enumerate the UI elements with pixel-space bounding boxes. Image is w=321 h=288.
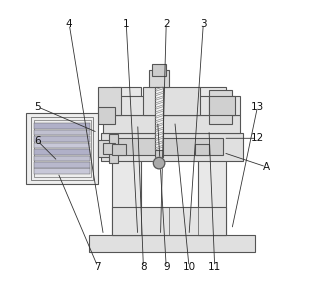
Bar — [112, 207, 226, 235]
Bar — [152, 64, 166, 75]
Bar — [195, 144, 209, 156]
Bar — [34, 120, 91, 177]
Bar — [143, 87, 200, 115]
Bar — [103, 143, 115, 154]
Text: 11: 11 — [208, 262, 221, 272]
Bar — [34, 124, 90, 129]
Bar — [103, 115, 240, 132]
Text: 9: 9 — [163, 262, 169, 272]
Bar — [112, 87, 141, 235]
Text: 5: 5 — [35, 102, 41, 112]
Bar — [112, 144, 126, 156]
Circle shape — [153, 158, 165, 169]
Bar — [26, 113, 98, 184]
Bar — [155, 87, 163, 150]
Bar — [34, 168, 90, 174]
Bar — [149, 70, 169, 87]
Text: 4: 4 — [66, 19, 73, 29]
Bar — [109, 134, 118, 162]
Bar — [209, 96, 235, 115]
Text: 3: 3 — [200, 19, 207, 29]
Bar — [34, 162, 90, 168]
Bar — [118, 138, 223, 156]
Bar — [98, 87, 121, 115]
Bar — [34, 136, 90, 142]
Text: 10: 10 — [182, 262, 195, 272]
Bar — [198, 87, 226, 235]
Bar — [34, 143, 90, 148]
Text: 7: 7 — [94, 262, 101, 272]
Text: 6: 6 — [35, 136, 41, 146]
Bar — [98, 107, 115, 124]
Bar — [34, 130, 90, 135]
Bar — [100, 132, 243, 161]
Text: 1: 1 — [123, 19, 130, 29]
Bar — [34, 156, 90, 161]
Text: 8: 8 — [140, 262, 147, 272]
Text: 13: 13 — [251, 102, 264, 112]
Bar — [34, 149, 90, 155]
Text: 12: 12 — [251, 133, 264, 143]
Bar — [31, 117, 93, 180]
Bar — [209, 90, 232, 124]
Bar — [103, 96, 240, 115]
Bar — [155, 150, 163, 157]
Text: 2: 2 — [163, 19, 169, 29]
Bar — [98, 140, 111, 157]
Bar — [89, 235, 255, 252]
Text: A: A — [263, 162, 270, 172]
